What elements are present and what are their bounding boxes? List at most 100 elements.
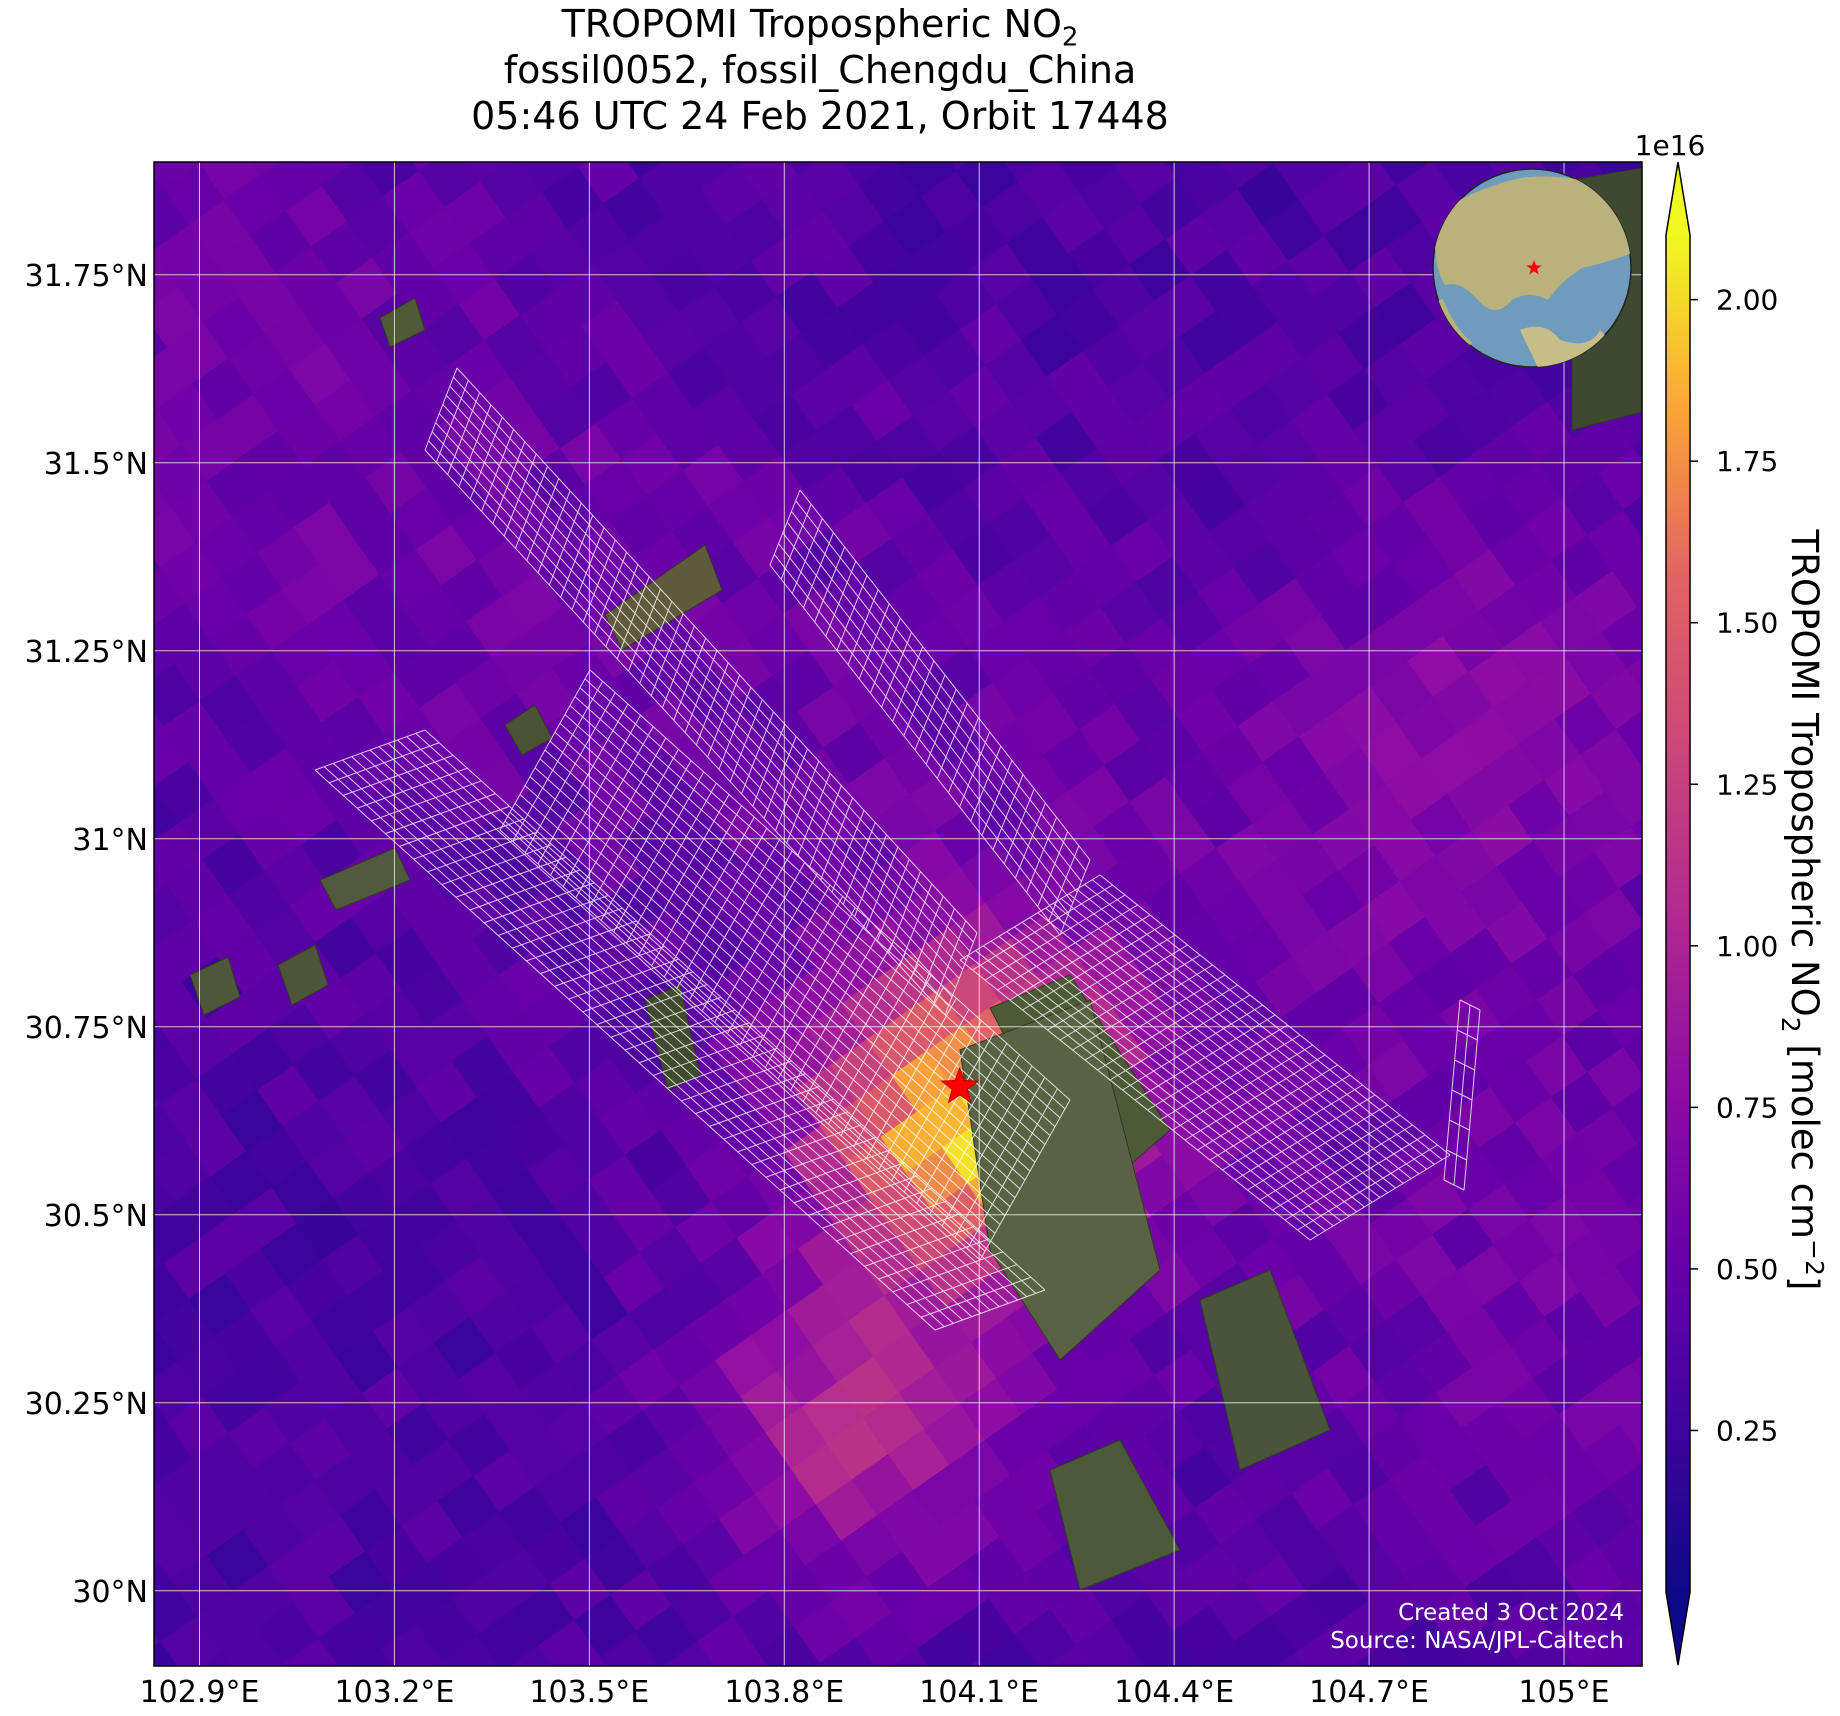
mesh-line	[802, 941, 894, 1102]
mesh-line	[628, 588, 661, 672]
mesh-line	[653, 1034, 764, 1076]
mesh-line	[777, 918, 869, 1080]
colorbar-exponent: 1e16	[1635, 129, 1706, 162]
colorbar-gradient	[1666, 235, 1690, 1592]
mesh-line	[1134, 1014, 1276, 1101]
mesh-line	[524, 692, 616, 853]
no2-pixel	[819, 1637, 876, 1666]
mesh-line	[613, 771, 705, 933]
mesh-line	[997, 904, 1138, 991]
no2-pixel	[282, 1637, 339, 1666]
mesh-line	[959, 731, 991, 808]
mesh-line	[1284, 1134, 1426, 1221]
mesh-line	[970, 745, 1002, 822]
no2-pixel	[1594, 1363, 1642, 1426]
mesh-line	[827, 963, 919, 1125]
mesh-line	[825, 560, 857, 637]
mesh-line	[537, 490, 571, 574]
mesh-line	[729, 699, 763, 782]
mesh-line	[638, 794, 730, 955]
colorbar-label: TROPOMI Tropospheric NO2 [molec cm−2]	[1776, 529, 1829, 1291]
mesh-line	[793, 1162, 905, 1204]
no2-pixel	[467, 1671, 528, 1716]
mesh-line	[1022, 924, 1163, 1011]
mesh-line	[858, 603, 890, 680]
mesh-line	[814, 546, 846, 623]
lon-tick-label: 103.8°E	[724, 1675, 844, 1710]
mesh-line	[673, 638, 707, 721]
mesh-line	[831, 809, 865, 893]
mesh-line	[526, 478, 560, 561]
mesh-line	[575, 737, 667, 899]
colorbar-tick-label: 1.00	[1716, 930, 1778, 963]
mesh-line	[689, 839, 780, 1000]
no2-pixel	[1692, 1350, 1753, 1411]
mesh-line	[797, 773, 831, 856]
no2-pixel	[1597, 985, 1642, 1048]
map-area	[154, 99, 1753, 1716]
mesh-line	[1209, 1074, 1351, 1161]
mesh-line	[718, 687, 752, 770]
mesh-line	[492, 441, 526, 524]
mesh-line	[1059, 859, 1091, 936]
mesh-line	[726, 873, 818, 1034]
mesh-line	[925, 689, 957, 765]
mesh-line	[865, 997, 957, 1159]
footprint-mesh	[314, 367, 1481, 1331]
mesh-line	[695, 1073, 806, 1115]
mesh-line	[914, 674, 946, 751]
no2-pixel	[1111, 162, 1124, 168]
mesh-line	[941, 1065, 1033, 1227]
no2-pixel	[154, 1641, 178, 1666]
mesh-line	[1172, 1044, 1313, 1131]
mesh-line	[587, 748, 679, 910]
no2-pixel	[870, 99, 931, 160]
mesh-line	[903, 660, 935, 736]
imagery-patch	[379, 297, 426, 348]
mesh-line	[667, 1047, 778, 1089]
mesh-line	[779, 1149, 891, 1191]
no2-pixel	[1685, 1569, 1746, 1630]
no2-pixel	[1692, 812, 1753, 873]
mesh-line	[933, 920, 967, 1003]
mesh-line	[554, 945, 665, 987]
mesh-line	[596, 984, 707, 1026]
no2-pixel	[333, 99, 394, 160]
no2-pixel	[1136, 1630, 1199, 1666]
no2-pixel	[1633, 442, 1642, 460]
no2-pixel	[735, 162, 740, 165]
colorbar-over-extension	[1666, 162, 1690, 235]
mesh-line	[469, 869, 581, 911]
mesh-line	[1122, 1004, 1263, 1091]
colorbar-under-extension	[1666, 1592, 1690, 1665]
mesh-line	[514, 466, 548, 549]
no2-pixel	[1601, 606, 1642, 669]
mesh-line	[625, 782, 717, 944]
mesh-line	[1309, 1154, 1451, 1241]
mesh-line	[786, 760, 820, 844]
latitude-tick-labels: 31.75°N 31.5°N 31.25°N 31°N 30.75°N 30.5°N 30.…	[25, 259, 148, 1610]
no2-pixel	[1685, 1032, 1746, 1093]
mesh-line	[966, 1088, 1058, 1249]
mesh-line	[802, 532, 834, 608]
mesh-line	[441, 844, 552, 886]
mesh-line	[929, 1054, 1020, 1215]
mesh-line	[892, 1251, 1003, 1293]
lon-tick-label: 104.4°E	[1114, 1675, 1234, 1710]
mesh-line	[594, 552, 628, 635]
no2-pixel	[1356, 1637, 1413, 1666]
imagery-patch	[1049, 1439, 1181, 1591]
no2-pixel	[1615, 711, 1642, 767]
mesh-line	[1297, 1144, 1438, 1231]
no2-pixel	[1612, 1087, 1642, 1145]
mesh-line	[954, 1077, 1046, 1238]
mesh-line	[1147, 1024, 1288, 1111]
longitude-tick-labels: 102.9°E 103.2°E 103.5°E 103.8°E 104.1°E 104.4…	[140, 1675, 1610, 1710]
imagery-patch	[1199, 1269, 1331, 1471]
mesh-line	[483, 882, 595, 924]
mesh-line	[582, 971, 693, 1013]
no2-pixel	[1587, 1583, 1642, 1646]
mesh-line	[737, 1111, 848, 1153]
target-star-marker	[940, 1066, 980, 1104]
no2-pixel	[1634, 1516, 1642, 1534]
